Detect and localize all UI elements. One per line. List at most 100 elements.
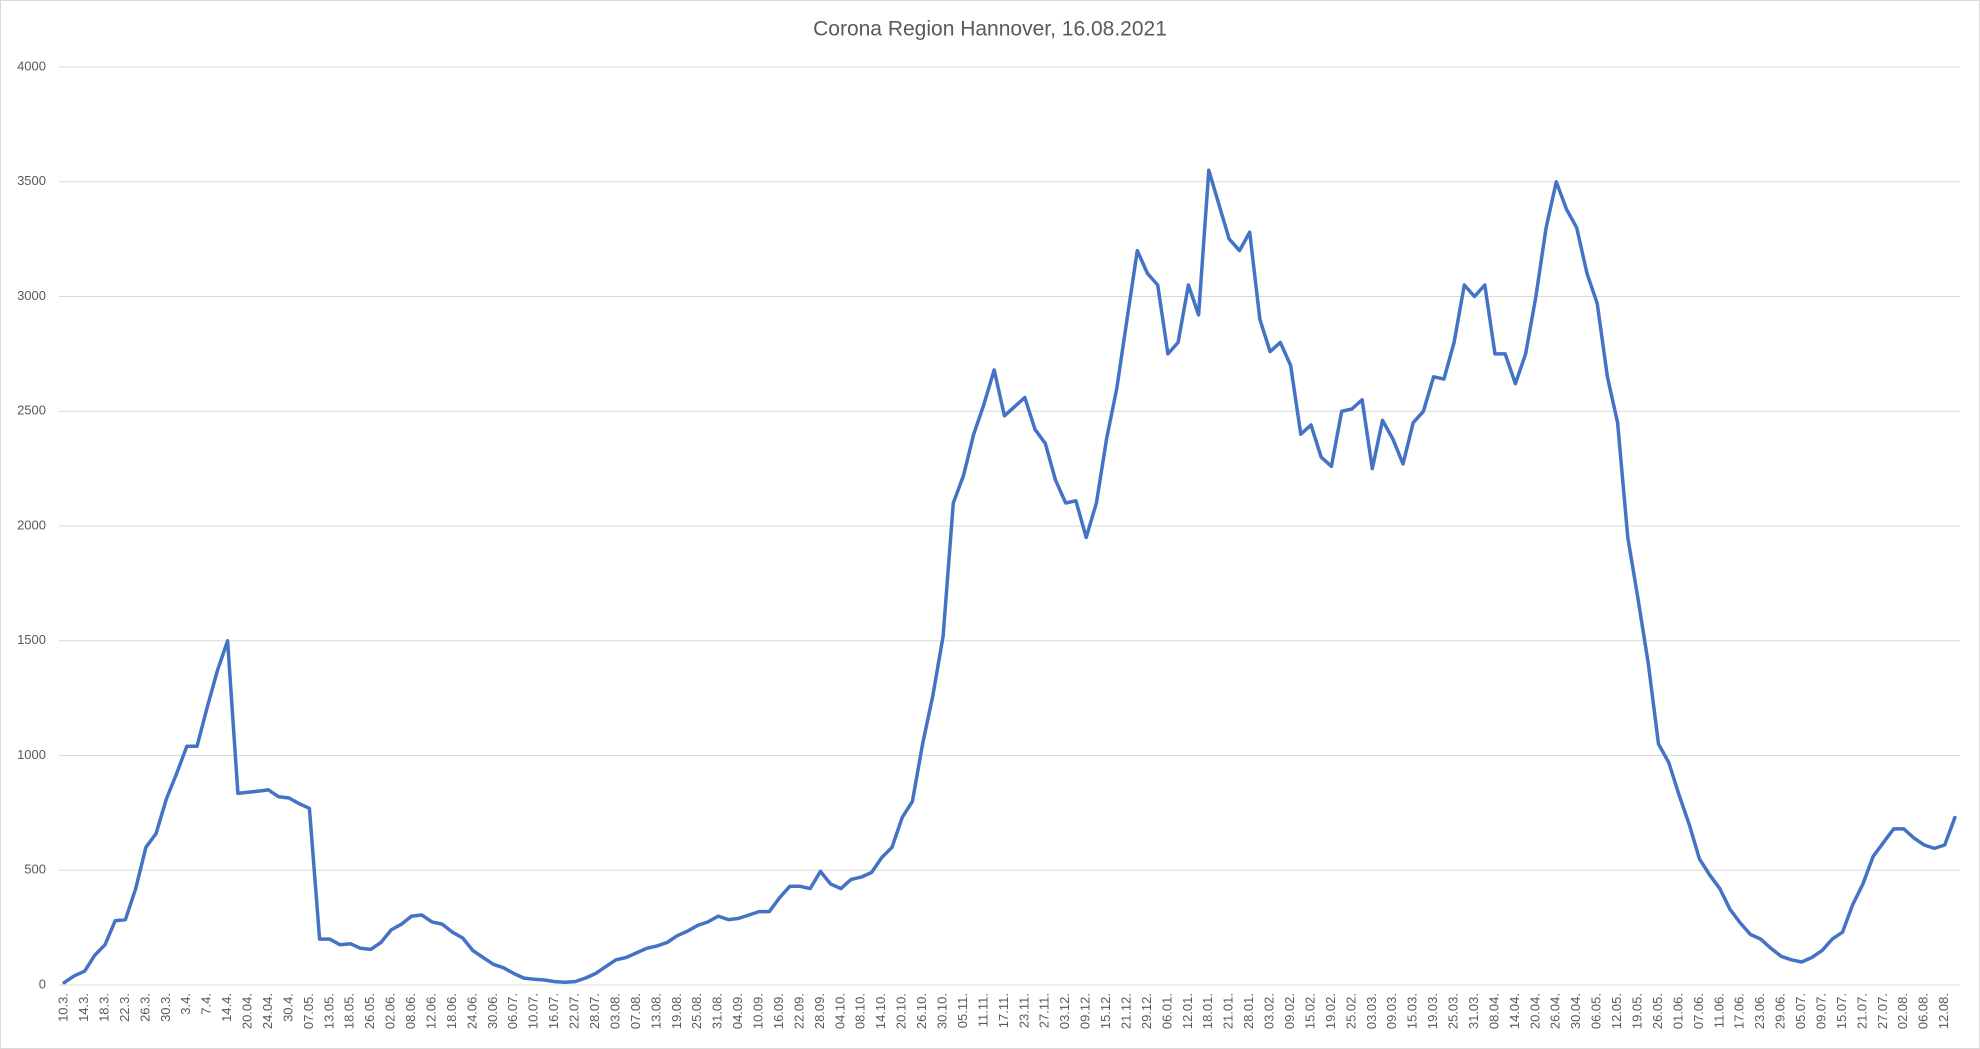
x-tick-label: 12.01. [1180,993,1195,1029]
x-tick-label: 21.01. [1221,993,1236,1029]
x-tick-label: 16.07. [546,993,561,1029]
x-tick-label: 30.06. [485,993,500,1029]
x-tick-label: 29.12. [1139,993,1154,1029]
y-tick-label: 500 [24,862,46,877]
x-tick-label: 18.01. [1200,993,1215,1029]
x-tick-label: 18.3. [96,993,111,1022]
x-tick-label: 30.04. [1568,993,1583,1029]
x-tick-label: 09.07. [1813,993,1828,1029]
x-tick-label: 20.04. [1527,993,1542,1029]
x-tick-label: 26.04. [1548,993,1563,1029]
x-tick-label: 13.05. [321,993,336,1029]
x-tick-label: 17.06. [1732,993,1747,1029]
x-tick-label: 09.02. [1282,993,1297,1029]
x-tick-label: 05.07. [1793,993,1808,1029]
x-tick-label: 31.08. [710,993,725,1029]
x-tick-label: 18.06. [444,993,459,1029]
x-tick-label: 26.3. [137,993,152,1022]
x-tick-label: 19.05. [1629,993,1644,1029]
x-tick-label: 04.09. [730,993,745,1029]
x-tick-label: 09.03. [1384,993,1399,1029]
x-tick-label: 10.3. [56,993,71,1022]
x-tick-label: 08.10. [853,993,868,1029]
data-line [62,168,1957,985]
x-tick-label: 12.08. [1936,993,1951,1029]
x-tick-label: 21.12. [1118,993,1133,1029]
x-tick-label: 06.08. [1916,993,1931,1029]
x-tick-label: 14.04. [1507,993,1522,1029]
x-tick-label: 16.09. [771,993,786,1029]
x-tick-label: 07.06. [1691,993,1706,1029]
x-tick-label: 21.07. [1854,993,1869,1029]
x-tick-label: 06.07. [505,993,520,1029]
x-tick-label: 03.03. [1364,993,1379,1029]
x-tick-label: 20.10. [894,993,909,1029]
y-tick-label: 3500 [17,173,46,188]
x-tick-label: 07.08. [628,993,643,1029]
x-tick-label: 15.02. [1302,993,1317,1029]
y-tick-label: 1000 [17,747,46,762]
x-tick-label: 17.11. [996,993,1011,1028]
x-tick-label: 07.05. [301,993,316,1029]
x-tick-label: 30.4. [280,993,295,1022]
x-tick-label: 30.3. [158,993,173,1022]
x-tick-label: 03.12. [1057,993,1072,1029]
x-tick-label: 03.02. [1262,993,1277,1029]
x-tick-label: 02.06. [383,993,398,1029]
x-tick-label: 25.03. [1446,993,1461,1029]
x-tick-label: 04.10. [832,993,847,1029]
x-tick-label: 03.08. [607,993,622,1029]
x-tick-label: 28.09. [812,993,827,1029]
x-tick-label: 31.03. [1466,993,1481,1029]
x-tick-label: 15.03. [1405,993,1420,1029]
x-tick-label: 12.06. [423,993,438,1029]
x-tick-label: 22.09. [791,993,806,1029]
x-tick-label: 22.07. [567,993,582,1029]
x-tick-label: 11.06. [1711,993,1726,1028]
x-tick-label: 14.10. [873,993,888,1029]
x-tick-label: 06.05. [1589,993,1604,1029]
x-tick-label: 26.10. [914,993,929,1029]
chart-title: Corona Region Hannover, 16.08.2021 [813,18,1167,41]
x-tick-label: 28.07. [587,993,602,1029]
x-tick-label: 14.3. [76,993,91,1022]
x-tick-label: 08.04. [1486,993,1501,1029]
x-tick-label: 05.11. [955,993,970,1028]
x-tick-label: 01.06. [1670,993,1685,1029]
x-tick-label: 09.12. [1078,993,1093,1029]
x-tick-label: 19.08. [669,993,684,1029]
x-tick-label: 24.06. [464,993,479,1029]
x-tick-label: 30.10. [935,993,950,1029]
x-tick-label: 22.3. [117,993,132,1022]
x-tick-label: 19.03. [1425,993,1440,1029]
x-tick-label: 27.07. [1875,993,1890,1029]
y-tick-label: 2000 [17,517,46,532]
x-tick-label: 26.05. [1650,993,1665,1029]
x-tick-label: 15.12. [1098,993,1113,1029]
y-tick-label: 1500 [17,632,46,647]
x-tick-label: 7.4. [199,993,214,1015]
x-tick-label: 13.08. [648,993,663,1029]
y-tick-label: 2500 [17,403,46,418]
x-tick-label: 26.05. [362,993,377,1029]
x-tick-label: 29.06. [1773,993,1788,1029]
x-tick-label: 15.07. [1834,993,1849,1029]
y-tick-label: 0 [39,976,46,991]
x-tick-label: 25.08. [689,993,704,1029]
x-tick-label: 11.11. [975,993,990,1027]
x-tick-label: 23.11. [1016,993,1031,1028]
x-tick-label: 24.04. [260,993,275,1029]
x-tick-label: 18.05. [342,993,357,1029]
x-tick-label: 3.4. [178,993,193,1015]
x-tick-label: 23.06. [1752,993,1767,1029]
x-tick-label: 10.07. [526,993,541,1029]
x-tick-label: 10.09. [751,993,766,1029]
x-tick-label: 19.02. [1323,993,1338,1029]
x-tick-label: 27.11. [1037,993,1052,1028]
y-tick-label: 4000 [17,58,46,73]
x-tick-label: 20.04. [240,993,255,1029]
x-tick-label: 12.05. [1609,993,1624,1029]
